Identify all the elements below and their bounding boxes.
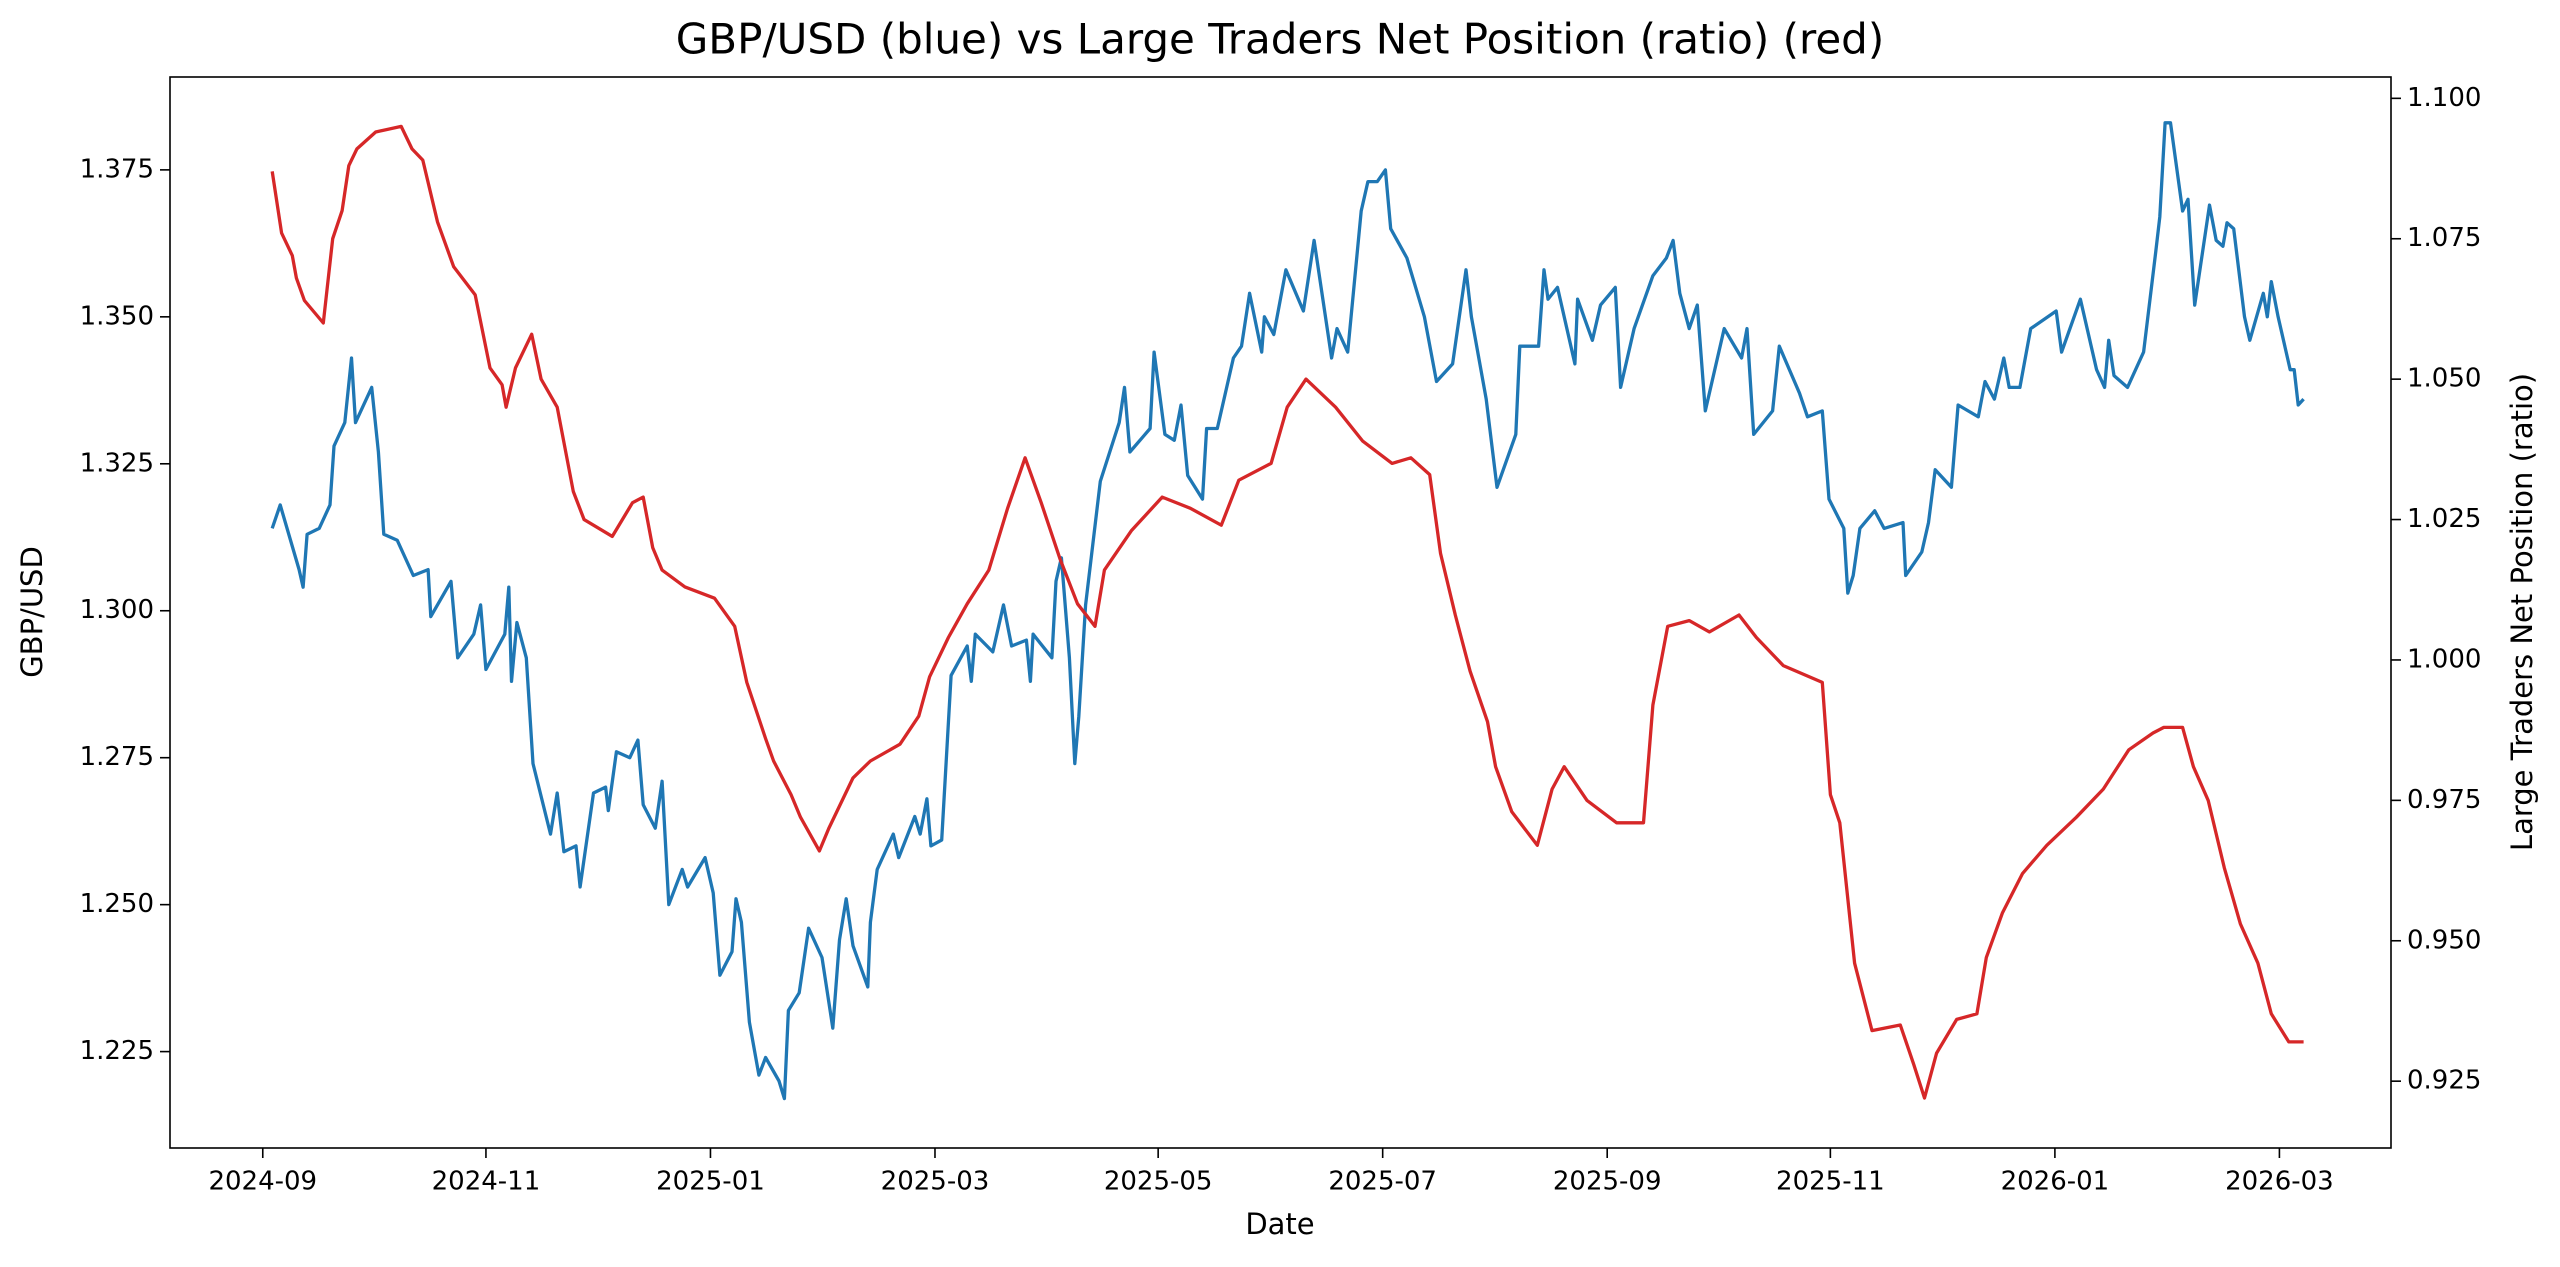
y-axis-label: GBP/USD [15,546,49,678]
chart-title: GBP/USD (blue) vs Large Traders Net Posi… [676,15,1884,64]
series-line [270,124,2304,1100]
y2-tick-label: 1.050 [2407,364,2481,394]
y2-tick-label: 0.925 [2407,1066,2481,1096]
y-tick-label: 1.350 [80,301,154,331]
x-tick-label: 2025-03 [881,1167,990,1197]
y2-tick-label: 1.075 [2407,223,2481,253]
y-tick-label: 1.225 [80,1036,154,1066]
y2-tick-label: 0.975 [2407,785,2481,815]
y2-axis-label: Large Traders Net Position (ratio) [2505,373,2539,851]
x-tick-label: 2025-07 [1328,1167,1437,1197]
y-tick-label: 1.325 [80,448,154,478]
x-tick-label: 2024-09 [208,1167,317,1197]
x-tick-label: 2024-11 [432,1167,541,1197]
plot-frame [169,76,2392,1149]
x-tick-label: 2025-05 [1104,1167,1213,1197]
x-tick-label: 2025-09 [1553,1167,1662,1197]
x-tick-label: 2026-03 [2225,1167,2334,1197]
y2-tick-label: 1.025 [2407,504,2481,534]
y2-tick-label: 1.000 [2407,644,2481,674]
x-tick-label: 2025-11 [1776,1167,1885,1197]
y-tick-label: 1.300 [80,595,154,625]
y2-tick-label: 1.100 [2407,83,2481,113]
x-tick-label: 2025-01 [656,1167,765,1197]
x-axis-label: Date [1245,1207,1314,1241]
y-tick-label: 1.275 [80,742,154,772]
y-tick-label: 1.250 [80,889,154,919]
x-tick-label: 2026-01 [2001,1167,2110,1197]
y-tick-label: 1.375 [80,154,154,184]
y2-tick-label: 0.950 [2407,925,2481,955]
series-line [270,121,2305,1101]
